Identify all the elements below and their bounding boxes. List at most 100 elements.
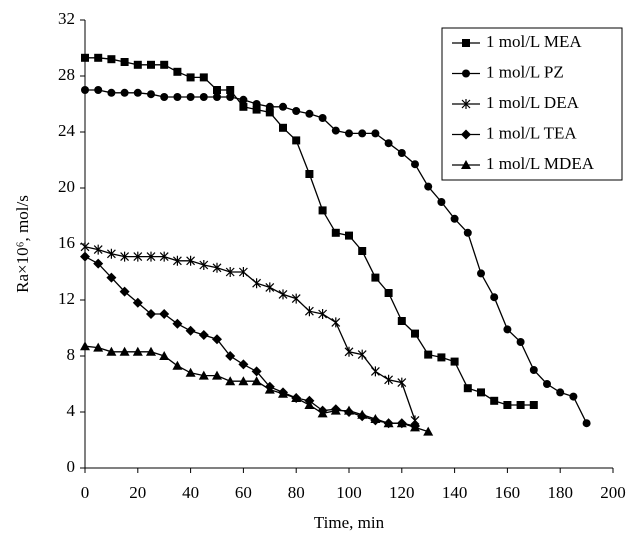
- marker-circle: [279, 102, 287, 111]
- marker-square: [503, 401, 512, 409]
- marker-square: [279, 123, 287, 132]
- marker-circle: [252, 100, 261, 108]
- marker-diamond: [80, 251, 90, 262]
- marker-diamond: [106, 272, 117, 283]
- series-line: [84, 256, 416, 427]
- marker-square: [463, 384, 472, 393]
- marker-star: [344, 346, 354, 357]
- marker-square: [437, 353, 446, 362]
- marker-triangle: [251, 376, 262, 386]
- marker-triangle: [344, 405, 354, 415]
- y-tick-label: 0: [67, 457, 76, 476]
- marker-square: [424, 350, 433, 359]
- marker-star: [318, 309, 328, 319]
- marker-square: [107, 55, 116, 64]
- marker-square: [462, 39, 470, 47]
- marker-triangle: [185, 367, 196, 377]
- marker-circle: [529, 366, 538, 374]
- marker-square: [318, 206, 327, 215]
- marker-triangle: [172, 360, 183, 370]
- marker-star: [120, 251, 130, 262]
- marker-square: [411, 329, 419, 338]
- marker-triangle: [291, 393, 302, 402]
- marker-triangle: [461, 160, 471, 169]
- marker-circle: [462, 69, 470, 78]
- marker-circle: [345, 129, 353, 138]
- x-tick-label: 180: [547, 483, 573, 502]
- marker-square: [292, 136, 301, 145]
- marker-diamond: [198, 330, 209, 340]
- x-tick-label: 200: [600, 483, 626, 502]
- legend-label: 1 mol/L MEA: [486, 32, 582, 51]
- marker-square: [529, 401, 538, 409]
- marker-circle: [477, 269, 485, 278]
- marker-circle: [173, 93, 182, 101]
- y-tick-label: 16: [58, 233, 75, 252]
- marker-square: [252, 105, 261, 114]
- marker-diamond: [225, 351, 236, 361]
- marker-triangle: [132, 346, 143, 356]
- marker-star: [93, 244, 103, 255]
- marker-circle: [94, 86, 103, 94]
- marker-star: [304, 306, 314, 317]
- marker-star: [106, 248, 116, 259]
- marker-circle: [371, 129, 380, 138]
- marker-circle: [292, 107, 301, 115]
- marker-circle: [147, 90, 155, 99]
- marker-circle: [516, 338, 525, 346]
- marker-diamond: [159, 309, 170, 319]
- marker-square: [120, 58, 129, 66]
- marker-circle: [463, 228, 472, 237]
- marker-square: [147, 60, 155, 69]
- marker-triangle: [225, 376, 236, 386]
- marker-square: [226, 86, 235, 94]
- marker-triangle: [370, 414, 381, 423]
- marker-triangle: [119, 346, 130, 356]
- marker-circle: [437, 198, 446, 206]
- marker-square: [81, 53, 89, 62]
- marker-circle: [384, 139, 393, 148]
- marker-circle: [239, 95, 248, 104]
- x-tick-label: 120: [389, 483, 415, 502]
- x-tick-label: 160: [495, 483, 521, 502]
- marker-circle: [397, 149, 406, 157]
- y-axis-title: Ra×10⁶, mol/s: [13, 195, 32, 293]
- y-tick-label: 12: [58, 289, 75, 308]
- marker-circle: [582, 419, 591, 428]
- marker-star: [238, 267, 248, 277]
- marker-circle: [265, 102, 274, 111]
- marker-diamond: [172, 318, 183, 329]
- marker-circle: [569, 392, 578, 401]
- marker-star: [331, 317, 341, 328]
- marker-star: [199, 260, 209, 270]
- marker-circle: [226, 93, 235, 101]
- marker-star: [159, 251, 169, 262]
- marker-circle: [81, 86, 89, 94]
- marker-triangle: [159, 351, 170, 360]
- marker-star: [265, 282, 275, 293]
- series-line: [84, 246, 416, 421]
- marker-square: [450, 357, 459, 366]
- marker-diamond: [185, 325, 196, 336]
- legend-label: 1 mol/L DEA: [486, 93, 580, 112]
- marker-triangle: [93, 342, 104, 352]
- y-tick-label: 24: [58, 121, 76, 140]
- marker-triangle: [264, 384, 275, 394]
- marker-star: [370, 366, 380, 377]
- marker-square: [384, 289, 393, 297]
- x-tick-label: 20: [129, 483, 146, 502]
- marker-star: [146, 251, 156, 262]
- marker-square: [160, 60, 169, 69]
- marker-square: [199, 73, 208, 82]
- marker-square: [305, 170, 314, 178]
- marker-star: [252, 278, 262, 289]
- marker-triangle: [238, 376, 249, 386]
- marker-circle: [503, 325, 512, 334]
- marker-triangle: [304, 400, 315, 409]
- x-tick-label: 140: [442, 483, 468, 502]
- marker-square: [397, 317, 406, 325]
- marker-circle: [331, 126, 340, 135]
- marker-star: [133, 251, 143, 262]
- marker-star: [461, 99, 471, 109]
